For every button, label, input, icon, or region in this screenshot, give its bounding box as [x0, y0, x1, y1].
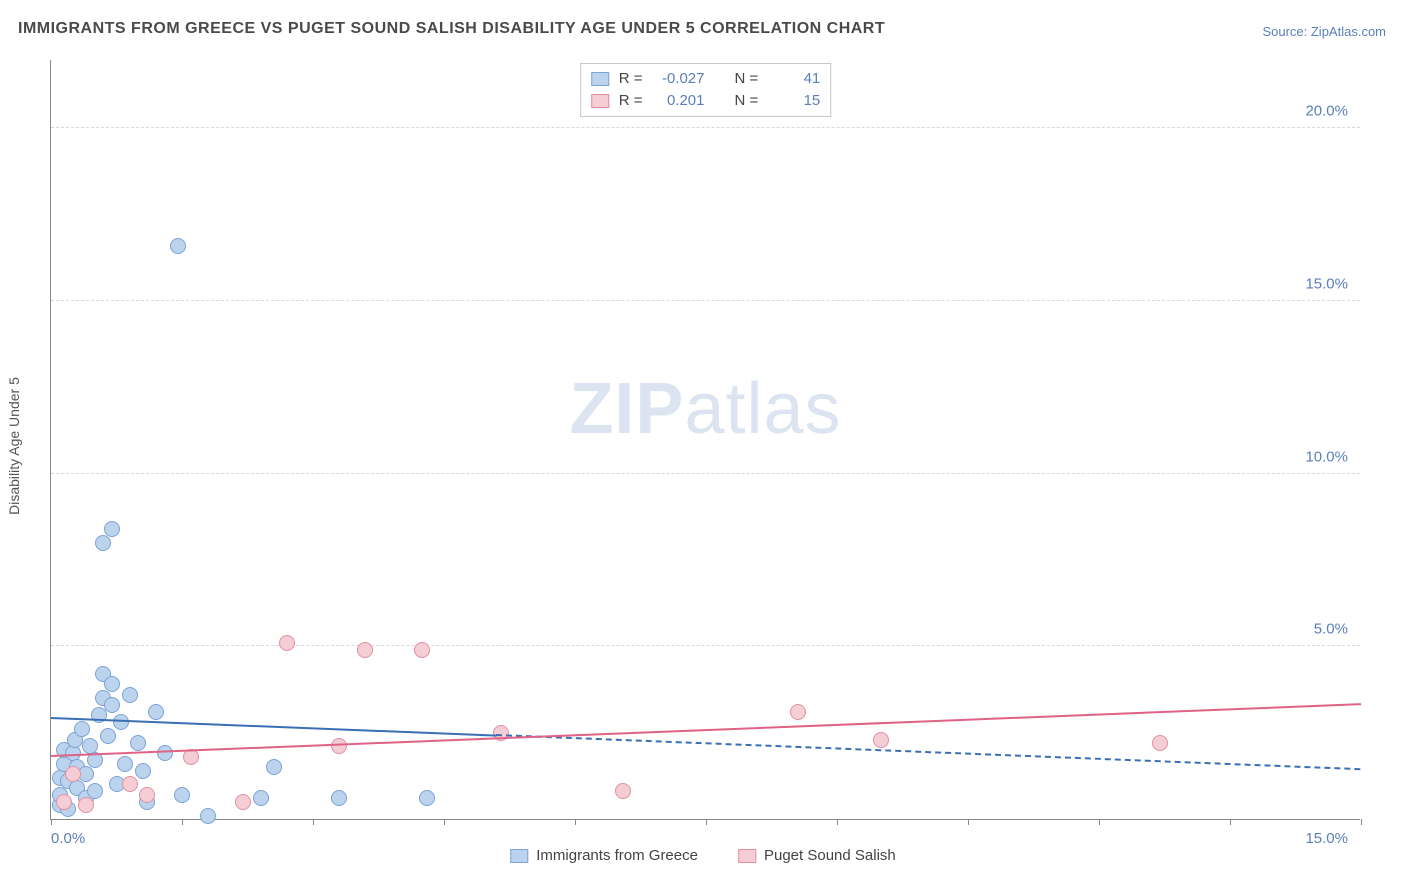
legend-label: Immigrants from Greece: [536, 847, 698, 864]
data-point: [200, 808, 216, 824]
y-tick-label: 15.0%: [1305, 275, 1348, 292]
x-tick: [1099, 819, 1100, 825]
chart-title: IMMIGRANTS FROM GREECE VS PUGET SOUND SA…: [18, 20, 885, 38]
x-tick: [706, 819, 707, 825]
r-value: 0.201: [653, 90, 705, 112]
n-label: N =: [735, 68, 759, 90]
data-point: [331, 738, 347, 754]
data-point: [157, 745, 173, 761]
x-tick: [575, 819, 576, 825]
x-tick: [182, 819, 183, 825]
x-tick: [1230, 819, 1231, 825]
x-tick: [51, 819, 52, 825]
data-point: [104, 521, 120, 537]
data-point: [122, 687, 138, 703]
legend-stat-row: R = -0.027 N = 41: [591, 68, 821, 90]
source-attribution: Source: ZipAtlas.com: [1262, 24, 1386, 39]
gridline: [51, 645, 1360, 646]
legend-swatch: [738, 849, 756, 863]
watermark: ZIPatlas: [569, 368, 841, 450]
data-point: [414, 642, 430, 658]
data-point: [174, 787, 190, 803]
data-point: [266, 759, 282, 775]
data-point: [170, 238, 186, 254]
y-axis-label: Disability Age Under 5: [6, 377, 22, 515]
legend-item: Immigrants from Greece: [510, 847, 698, 864]
plot-area: ZIPatlas R =-0.027N =41R =0.201N =15 0.0…: [50, 60, 1360, 820]
data-point: [104, 676, 120, 692]
data-point: [78, 797, 94, 813]
data-point: [148, 704, 164, 720]
data-point: [790, 704, 806, 720]
x-tick: [1361, 819, 1362, 825]
r-label: R =: [619, 90, 643, 112]
watermark-bold: ZIP: [569, 369, 684, 449]
n-value: 41: [768, 68, 820, 90]
data-point: [130, 735, 146, 751]
x-tick: [837, 819, 838, 825]
data-point: [139, 787, 155, 803]
r-value: -0.027: [653, 68, 705, 90]
data-point: [279, 635, 295, 651]
r-label: R =: [619, 68, 643, 90]
legend-stat-row: R = 0.201 N = 15: [591, 90, 821, 112]
gridline: [51, 473, 1360, 474]
data-point: [100, 728, 116, 744]
n-label: N =: [735, 90, 759, 112]
data-point: [104, 697, 120, 713]
data-point: [74, 721, 90, 737]
gridline: [51, 127, 1360, 128]
gridline: [51, 300, 1360, 301]
data-point: [56, 794, 72, 810]
data-point: [95, 535, 111, 551]
data-point: [135, 763, 151, 779]
correlation-legend: R = -0.027 N = 41 R = 0.201 N = 15: [580, 63, 832, 117]
data-point: [331, 790, 347, 806]
y-tick-label: 20.0%: [1305, 103, 1348, 120]
n-value: 15: [768, 90, 820, 112]
series-legend: Immigrants from Greece Puget Sound Salish: [510, 847, 895, 864]
data-point: [117, 756, 133, 772]
x-tick: [313, 819, 314, 825]
legend-swatch: [591, 94, 609, 108]
data-point: [1152, 735, 1168, 751]
y-tick-label: 5.0%: [1314, 621, 1348, 638]
x-axis-max-label: 15.0%: [1305, 830, 1348, 847]
legend-label: Puget Sound Salish: [764, 847, 896, 864]
x-tick: [968, 819, 969, 825]
legend-swatch: [510, 849, 528, 863]
data-point: [235, 794, 251, 810]
x-tick: [444, 819, 445, 825]
trend-line: [496, 734, 1361, 770]
legend-item: Puget Sound Salish: [738, 847, 896, 864]
legend-swatch: [591, 72, 609, 86]
data-point: [65, 766, 81, 782]
data-point: [873, 732, 889, 748]
data-point: [113, 714, 129, 730]
data-point: [122, 776, 138, 792]
data-point: [419, 790, 435, 806]
y-tick-label: 10.0%: [1305, 448, 1348, 465]
data-point: [253, 790, 269, 806]
data-point: [357, 642, 373, 658]
x-axis-min-label: 0.0%: [51, 830, 85, 847]
watermark-rest: atlas: [684, 369, 841, 449]
data-point: [615, 783, 631, 799]
